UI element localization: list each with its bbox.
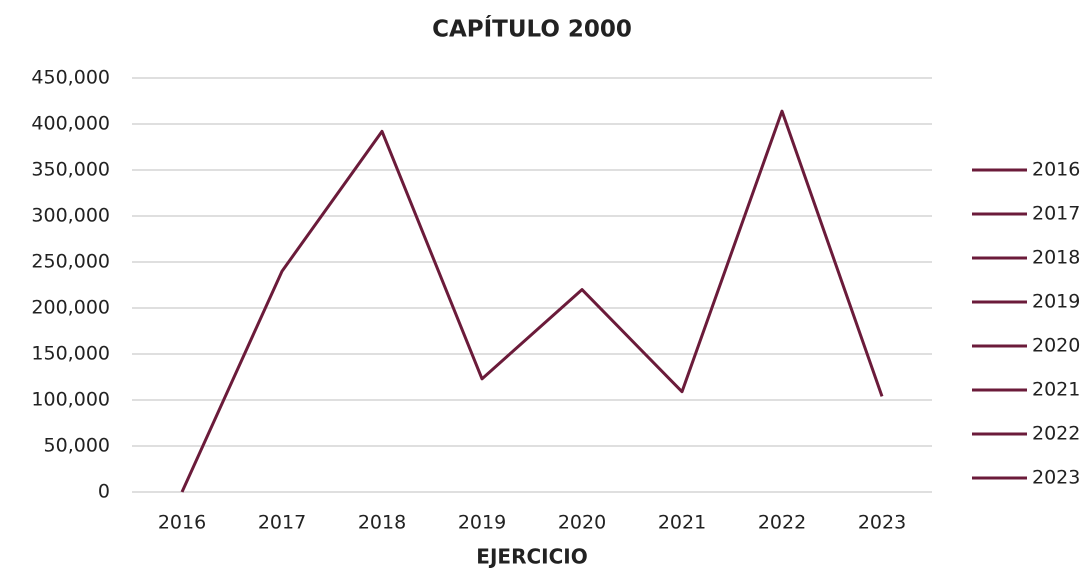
y-tick-label: 0: [98, 481, 110, 503]
legend-label: 2016: [1032, 159, 1080, 181]
x-tick-label: 2023: [858, 512, 906, 534]
x-tick-label: 2017: [258, 512, 306, 534]
data-line: [180, 109, 884, 493]
x-tick-label: 2019: [458, 512, 506, 534]
legend-label: 2017: [1032, 203, 1080, 225]
x-tick-label: 2022: [758, 512, 806, 534]
y-tick-label: 400,000: [31, 113, 110, 135]
legend-label: 2020: [1032, 335, 1080, 357]
legend-label: 2021: [1032, 379, 1080, 401]
x-axis-label: EJERCICIO: [476, 545, 587, 569]
x-tick-label: 2021: [658, 512, 706, 534]
legend-label: 2018: [1032, 247, 1080, 269]
x-tick-label: 2016: [158, 512, 206, 534]
y-tick-label: 350,000: [31, 159, 110, 181]
chart-title: CAPÍTULO 2000: [432, 15, 632, 43]
y-tick-label: 100,000: [31, 389, 110, 411]
y-tick-label: 50,000: [44, 435, 110, 457]
legend-label: 2023: [1032, 467, 1080, 489]
x-tick-label: 2018: [358, 512, 406, 534]
y-tick-label: 250,000: [31, 251, 110, 273]
y-tick-label: 200,000: [31, 297, 110, 319]
legend-label: 2019: [1032, 291, 1080, 313]
y-tick-label: 150,000: [31, 343, 110, 365]
y-tick-label: 300,000: [31, 205, 110, 227]
x-tick-label: 2020: [558, 512, 606, 534]
legend-label: 2022: [1032, 423, 1080, 445]
y-tick-label: 450,000: [31, 67, 110, 89]
